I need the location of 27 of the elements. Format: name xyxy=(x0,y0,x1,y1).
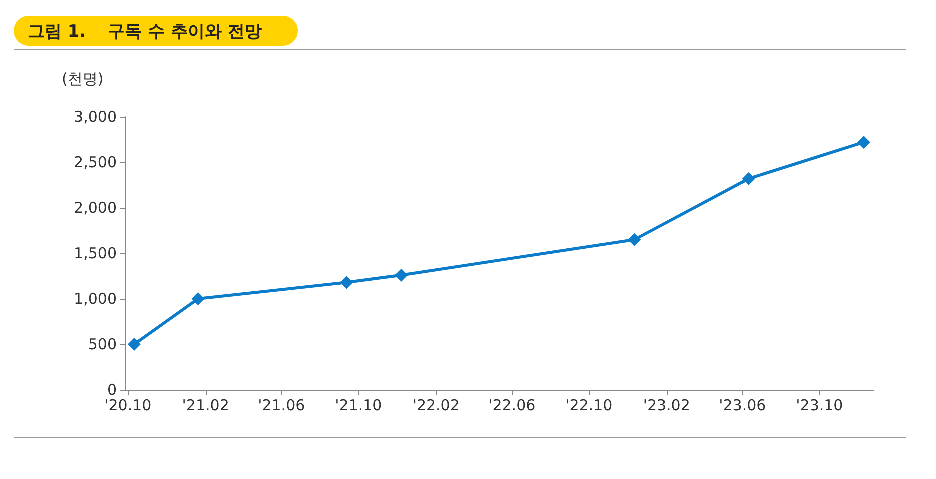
y-tick-label: 1,500 xyxy=(74,244,117,262)
x-tick-label: '21.06 xyxy=(258,396,306,414)
point xyxy=(128,338,141,351)
point xyxy=(857,136,870,149)
y-tick-label: 500 xyxy=(88,336,117,354)
x-tick-label: '23.06 xyxy=(719,396,766,414)
point xyxy=(628,233,642,246)
y-tick-label: 2,000 xyxy=(74,199,117,217)
point xyxy=(192,292,205,306)
x-tick-label: '23.10 xyxy=(796,396,844,414)
y-tick-label: 1,000 xyxy=(74,290,117,308)
x-tick-label: '22.02 xyxy=(412,396,460,414)
x-tick-label: '22.10 xyxy=(566,396,613,414)
y-tick-label: 3,000 xyxy=(74,108,117,126)
x-tick-label: '21.10 xyxy=(335,396,382,414)
x-tick-label: '23.02 xyxy=(643,396,690,414)
point xyxy=(742,172,756,186)
point xyxy=(340,276,354,290)
y-tick-label: 2,500 xyxy=(74,154,117,172)
y-axis-title: (천명) xyxy=(62,70,104,89)
chart-subtitle: 구독 수 추이와 전망 xyxy=(108,20,262,42)
y-tick-label: 0 xyxy=(107,381,117,399)
chart-title: 그림 1. xyxy=(28,20,86,42)
x-tick-label: '21.02 xyxy=(182,396,230,414)
x-tick-label: '20.10 xyxy=(104,396,152,414)
point xyxy=(395,268,408,282)
x-tick-label: '22.06 xyxy=(488,396,536,414)
